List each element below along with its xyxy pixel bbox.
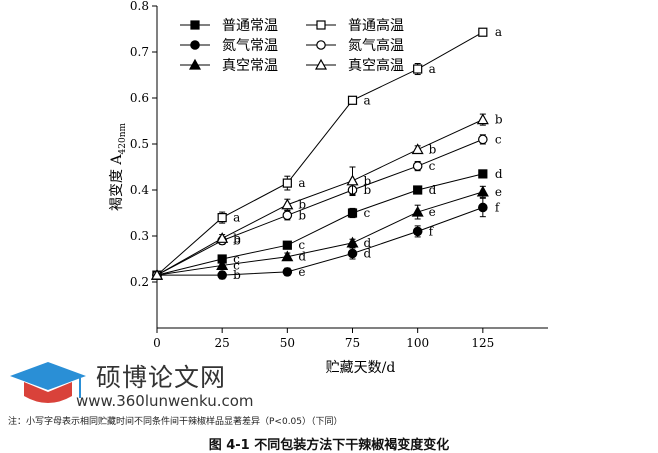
significance-label: b [233, 231, 241, 245]
y-axis-label: 褐变度 A420nm [109, 123, 128, 212]
data-point [346, 236, 359, 248]
legend-marker [316, 40, 326, 50]
significance-label: a [298, 176, 305, 190]
significance-label: e [495, 185, 502, 199]
data-point [412, 226, 423, 237]
x-tick-label: 0 [153, 336, 161, 350]
series-line [156, 119, 484, 276]
legend-marker [314, 58, 328, 70]
graduation-cap-icon [10, 362, 86, 403]
significance-label: b [364, 174, 372, 188]
significance-label: f [429, 224, 435, 238]
x-tick-label: 25 [215, 336, 230, 350]
significance-label: e [298, 265, 305, 279]
data-point [346, 174, 359, 186]
series-line [156, 138, 484, 276]
y-tick-label: 0.5 [130, 137, 149, 151]
significance-label: d [364, 246, 372, 260]
data-point [478, 134, 488, 145]
x-tick-label: 100 [406, 336, 429, 350]
legend-label: 普通高温 [348, 17, 404, 34]
data-point [217, 213, 227, 223]
legend-label: 真空高温 [348, 57, 404, 74]
data-point [216, 232, 229, 243]
watermark-url: www.360lunwenku.com [76, 392, 254, 410]
significance-label: b [495, 113, 503, 127]
significance-label: d [495, 167, 503, 181]
x-tick-label: 50 [280, 336, 295, 350]
browning-chart: 0.2 0.3 0.4 0.5 0.6 0.7 0.8 0 25 50 75 100 125 贮藏天数/d… [109, 0, 548, 376]
significance-label: c [429, 159, 436, 173]
figure-note: 注：小写字母表示相同贮藏时间不同条件间干辣椒样品显著差异（P<0.05）（下同） [8, 417, 343, 427]
figure-caption: 图 4-1 不同包装方法下干辣椒褐变度变化 [208, 438, 450, 453]
significance-label: b [233, 268, 241, 282]
significance-label: c [233, 258, 240, 272]
significance-label: a [233, 211, 240, 225]
legend-marker [190, 40, 200, 50]
data-point [282, 210, 293, 221]
series-line [157, 207, 484, 276]
data-point [413, 64, 423, 74]
data-point [478, 27, 488, 37]
significance-label: c [495, 132, 502, 146]
significance-label: e [429, 205, 436, 219]
significance-label: b [364, 183, 372, 197]
data-point [216, 259, 229, 271]
significance-label: b [298, 208, 306, 222]
significance-label: a [495, 25, 502, 39]
data-point [282, 240, 292, 250]
series-line [156, 191, 483, 276]
significance-label: c [364, 206, 371, 220]
data-point [347, 248, 358, 259]
data-point [412, 161, 423, 171]
data-point [281, 250, 294, 262]
x-tick-label: 75 [345, 336, 360, 350]
watermark: 硕博论文网 www.360lunwenku.com [8, 358, 258, 418]
legend-marker [190, 20, 200, 30]
y-tick-label: 0.4 [130, 183, 149, 197]
data-point [347, 208, 358, 218]
legend-marker [316, 20, 326, 30]
significance-label: a [429, 62, 436, 76]
y-tick-label: 0.7 [130, 45, 149, 59]
data-point [281, 198, 294, 210]
watermark-text: 硕博论文网 [96, 363, 227, 392]
significance-label: c [233, 252, 240, 266]
series-line [156, 173, 483, 276]
data-point [476, 113, 489, 125]
x-tick-label: 125 [471, 336, 494, 350]
y-tick-label: 0.3 [130, 229, 149, 243]
significance-label: b [233, 234, 241, 248]
y-tick-label: 0.8 [130, 0, 149, 13]
legend-label: 氮气常温 [222, 38, 278, 54]
legend-label: 氮气高温 [348, 37, 404, 54]
y-tick-label: 0.6 [130, 91, 149, 105]
data-point [347, 95, 358, 105]
significance-label: d [429, 183, 437, 197]
x-axis-label: 贮藏天数/d [326, 360, 396, 376]
significance-label: b [429, 143, 437, 157]
data-point [282, 178, 292, 188]
data-point [282, 267, 293, 277]
data-point [476, 185, 489, 197]
legend-marker [188, 58, 202, 70]
y-tick-label: 0.2 [130, 275, 149, 289]
significance-label: a [364, 93, 371, 107]
data-point [478, 202, 488, 213]
legend-label: 真空常温 [222, 58, 278, 74]
data-point [217, 270, 227, 280]
significance-label: c [298, 238, 305, 252]
series-line [156, 31, 484, 276]
data-point [411, 205, 424, 217]
significance-label: d [364, 236, 372, 250]
data-point [411, 143, 424, 155]
data-point [478, 169, 488, 179]
legend-label: 普通常温 [222, 18, 278, 34]
data-point [413, 185, 423, 195]
significance-label: f [495, 200, 501, 214]
significance-label: d [298, 250, 306, 264]
significance-label: b [298, 198, 306, 212]
data-point [150, 268, 164, 280]
